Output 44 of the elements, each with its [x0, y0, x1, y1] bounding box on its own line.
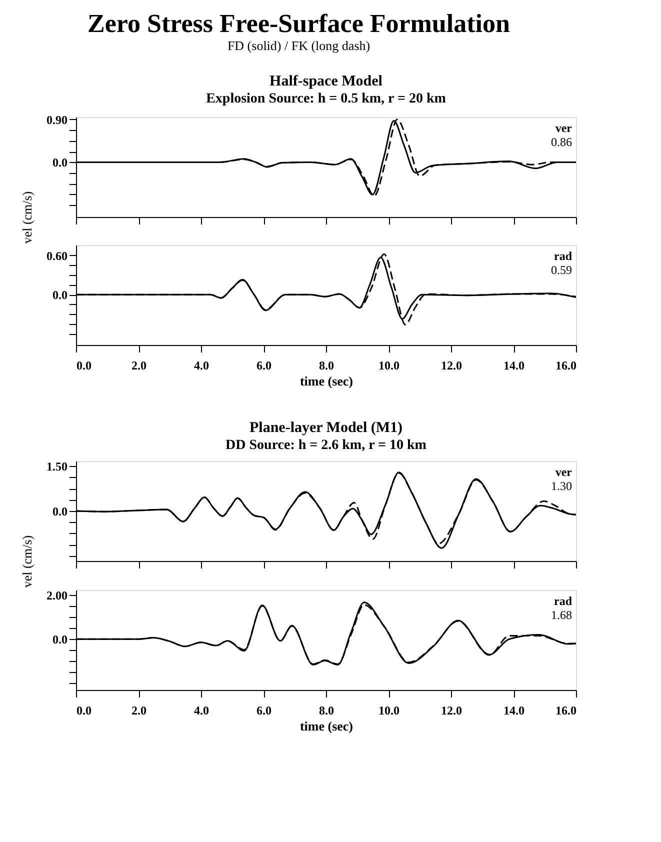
x-tick-label: 6.0	[256, 358, 272, 372]
annotation: 0.59	[551, 263, 572, 277]
chart-subtitle: DD Source: h = 2.6 km, r = 10 km	[226, 438, 427, 454]
y-tick-label: 1.50	[46, 460, 68, 474]
x-tick-label: 4.0	[194, 704, 209, 718]
y-axis-title: vel (cm/s)	[20, 535, 34, 588]
text: FD (solid) / FK (long dash)	[227, 38, 370, 53]
y-axis-title: vel (cm/s)	[20, 191, 34, 244]
text: Zero Stress Free-Surface Formulation	[88, 8, 510, 38]
x-tick-label: 0.0	[76, 358, 92, 372]
chart-subtitle: Explosion Source: h = 0.5 km, r = 20 km	[206, 91, 446, 106]
annotation: ver	[555, 121, 573, 135]
y-tick-label: 0.0	[52, 288, 68, 302]
x-tick-label: 8.0	[319, 704, 334, 718]
x-tick-label: 12.0	[441, 358, 462, 372]
x-tick-label: 4.0	[194, 358, 209, 372]
x-tick-label: 8.0	[319, 358, 334, 372]
annotation: 0.86	[551, 135, 572, 149]
y-tick-label: 0.60	[46, 248, 68, 263]
y-tick-label: 0.90	[46, 112, 68, 127]
y-tick-label: 2.00	[46, 588, 68, 602]
x-tick-label: 16.0	[556, 358, 576, 372]
y-tick-label: 0.0	[52, 156, 68, 170]
x-tick-label: 10.0	[378, 358, 400, 372]
chart-title: Plane-layer Model (M1)	[249, 420, 403, 436]
annotation: 1.30	[551, 479, 572, 493]
x-tick-label: 16.0	[556, 704, 576, 718]
x-tick-label: 10.0	[378, 704, 400, 718]
x-axis-title: time (sec)	[300, 374, 354, 388]
x-tick-label: 0.0	[76, 704, 92, 718]
x-tick-label: 14.0	[504, 704, 524, 718]
x-tick-label: 2.0	[132, 358, 146, 372]
chart-title: Half-space Model	[270, 73, 382, 90]
annotation: rad	[554, 594, 572, 608]
y-tick-label: 0.0	[52, 504, 68, 518]
x-tick-label: 14.0	[504, 358, 524, 372]
x-tick-label: 12.0	[441, 704, 462, 718]
y-tick-label: 0.0	[52, 632, 68, 647]
annotation: 1.68	[551, 608, 572, 622]
x-tick-label: 6.0	[256, 704, 272, 718]
x-tick-label: 2.0	[132, 704, 146, 718]
x-axis-title: time (sec)	[300, 718, 354, 734]
annotation: ver	[555, 465, 573, 479]
annotation: rad	[554, 249, 572, 263]
